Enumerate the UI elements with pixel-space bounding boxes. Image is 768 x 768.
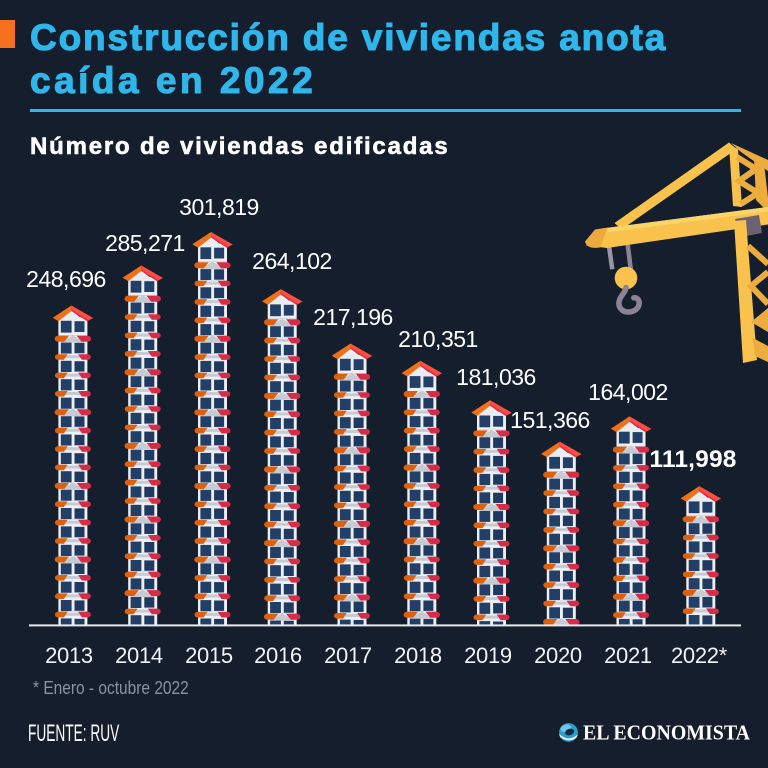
svg-text:EL ECONOMISTA: EL ECONOMISTA — [583, 721, 750, 745]
